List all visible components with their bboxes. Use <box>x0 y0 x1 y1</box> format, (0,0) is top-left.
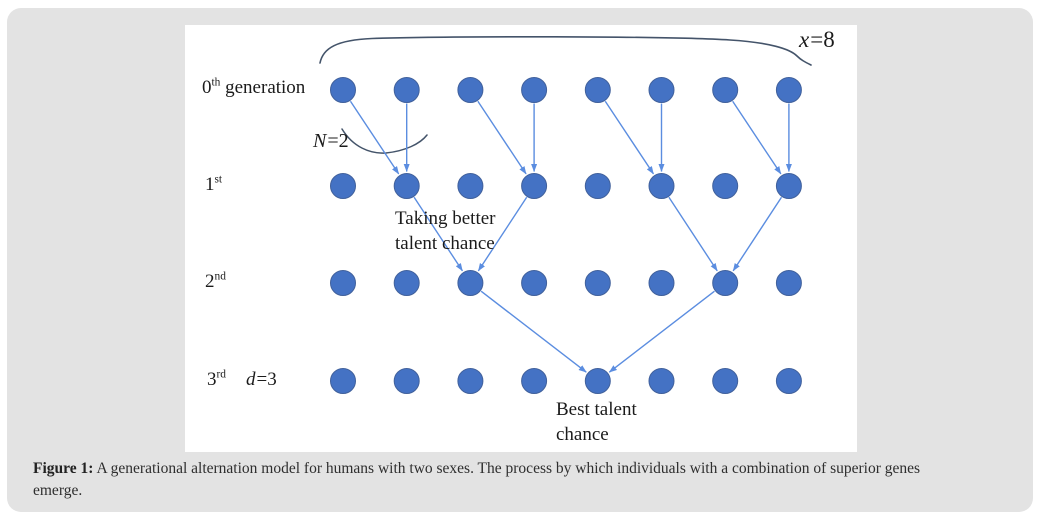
descent-arrow <box>480 290 587 373</box>
individual-dot <box>648 77 675 103</box>
descent-arrow <box>668 196 718 272</box>
individual-dot <box>521 77 548 103</box>
depth-label: d=3 <box>246 369 277 390</box>
individual-dot <box>393 270 420 296</box>
individual-dot <box>457 368 484 394</box>
generation-diagram <box>319 35 812 394</box>
individual-dot <box>393 77 420 103</box>
individual-dot <box>775 270 802 296</box>
individual-dot <box>712 270 739 296</box>
individual-dot <box>521 173 548 199</box>
individual-dot <box>330 173 356 199</box>
figure-caption-label: Figure 1: <box>33 460 94 477</box>
individual-dot <box>775 368 802 394</box>
figure-caption: Figure 1: A generational alternation mod… <box>33 458 1015 502</box>
individual-dot <box>457 77 484 103</box>
figure-card: 0th generation 1st 2nd 3rd x=8 N=2 d=3 T… <box>7 8 1033 512</box>
individual-dot <box>457 173 484 199</box>
individual-dot <box>712 77 739 103</box>
individual-dot <box>648 173 675 199</box>
individual-dot <box>712 368 739 394</box>
individual-dot <box>330 270 356 296</box>
diagram-canvas: 0th generation 1st 2nd 3rd x=8 N=2 d=3 T… <box>185 25 857 452</box>
row-label-generation-3: 3rd <box>207 368 226 390</box>
individual-dot <box>648 270 675 296</box>
descent-arrow <box>604 100 655 175</box>
figure-caption-text-2: emerge. <box>33 482 83 499</box>
descent-arrow <box>349 100 400 175</box>
descent-arrow <box>477 196 528 272</box>
individual-dot <box>521 368 548 394</box>
individual-dot <box>393 173 420 199</box>
row-label-generation-0: 0th generation <box>202 76 306 98</box>
individual-dot <box>712 173 739 199</box>
row-label-generation-1: 1st <box>205 173 223 195</box>
individual-dot <box>521 270 548 296</box>
descent-arrow <box>732 196 783 272</box>
figure-caption-text: A generational alternation model for hum… <box>96 460 921 477</box>
descent-arrow <box>477 100 527 175</box>
descent-arrow <box>732 100 782 175</box>
individual-dot <box>330 77 356 103</box>
taking-better-note: Taking better talent chance <box>395 208 496 254</box>
individual-dot <box>775 173 802 199</box>
individual-dot <box>584 173 611 199</box>
pair-swoosh <box>341 128 428 154</box>
individual-dot <box>584 270 611 296</box>
individual-dot <box>330 368 356 394</box>
descent-arrow <box>608 290 715 373</box>
individual-dot <box>775 77 802 103</box>
individual-dot <box>457 270 484 296</box>
individual-dot <box>584 77 611 103</box>
individual-dot <box>648 368 675 394</box>
individual-dot <box>393 368 420 394</box>
best-talent-note: Best talent chance <box>556 399 637 445</box>
population-size-label: x=8 <box>799 27 835 52</box>
top-brace <box>319 35 812 66</box>
descent-arrow <box>413 196 464 272</box>
pair-size-label: N=2 <box>313 130 349 152</box>
individual-dot <box>584 368 611 394</box>
row-label-generation-2: 2nd <box>205 270 226 292</box>
